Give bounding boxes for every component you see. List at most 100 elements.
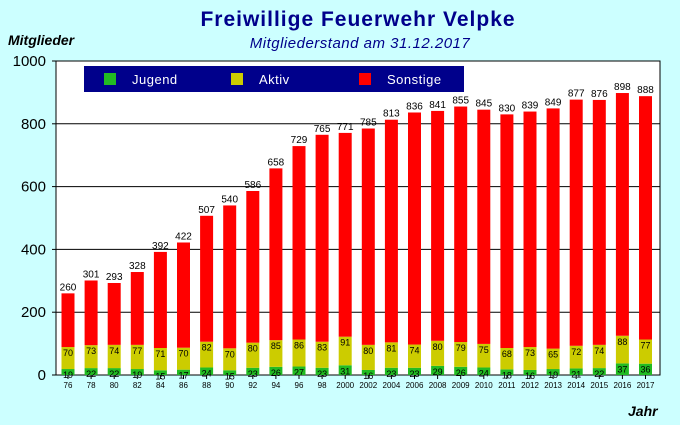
total-label: 260 bbox=[60, 282, 77, 293]
segment-label-jugend: 22 bbox=[109, 369, 119, 379]
total-label: 845 bbox=[475, 99, 492, 110]
x-tick-label: 2009 bbox=[452, 381, 470, 390]
segment-label-aktiv: 80 bbox=[363, 346, 373, 356]
y-tick-label: 200 bbox=[21, 304, 46, 321]
segment-label-jugend: 29 bbox=[433, 367, 443, 377]
x-tick-label: 2014 bbox=[567, 381, 585, 390]
x-tick-label: 80 bbox=[110, 381, 119, 390]
bar-segment-aktiv bbox=[500, 347, 514, 370]
y-tick-label: 400 bbox=[21, 241, 46, 258]
bar-segment-aktiv bbox=[61, 347, 75, 370]
x-tick-label: 96 bbox=[295, 381, 304, 390]
total-label: 836 bbox=[406, 101, 423, 112]
chart-title: Freiwillige Feuerwehr Velpke bbox=[200, 8, 515, 31]
bar-segment-jugend bbox=[200, 367, 214, 375]
bars: 1970260227330122742931977328157139217704… bbox=[60, 82, 655, 381]
bar-segment-sonstige bbox=[546, 108, 560, 349]
bar-group: 27 86 729 bbox=[291, 135, 308, 377]
bar-segment-sonstige bbox=[431, 110, 445, 341]
bar-segment-aktiv bbox=[408, 344, 421, 368]
x-tick-label: 90 bbox=[225, 381, 234, 390]
segment-label-aktiv: 73 bbox=[86, 346, 96, 356]
x-tick-label: 2002 bbox=[359, 381, 377, 390]
bar-segment-sonstige bbox=[107, 282, 121, 345]
x-tick-label: 2004 bbox=[383, 381, 401, 390]
bar-segment-aktiv bbox=[200, 341, 214, 368]
bar-segment-jugend bbox=[523, 369, 537, 375]
x-tick-label: 98 bbox=[318, 381, 327, 390]
legend-label-aktiv: Aktiv bbox=[259, 72, 290, 87]
bar-group: 36 77 888 bbox=[637, 85, 654, 375]
bar-segment-sonstige bbox=[408, 112, 421, 345]
x-tick-label: 94 bbox=[271, 381, 280, 390]
bar-segment-sonstige bbox=[384, 119, 398, 343]
y-tick-label: 0 bbox=[38, 367, 46, 384]
segment-label-jugend: 26 bbox=[271, 368, 281, 378]
segment-label-aktiv: 68 bbox=[502, 349, 512, 359]
bar-segment-aktiv bbox=[338, 336, 352, 366]
bar-segment-jugend bbox=[384, 367, 398, 375]
total-label: 888 bbox=[637, 85, 654, 96]
total-label: 876 bbox=[591, 89, 608, 100]
bar-segment-aktiv bbox=[269, 340, 283, 367]
bar-segment-jugend bbox=[338, 365, 352, 375]
bar-segment-aktiv bbox=[639, 339, 652, 364]
bar-segment-sonstige bbox=[477, 109, 491, 344]
bar-group: 31 91 771 bbox=[337, 122, 354, 376]
segment-label-jugend: 26 bbox=[456, 368, 466, 378]
segment-label-aktiv: 88 bbox=[617, 337, 627, 347]
bar-segment-jugend bbox=[107, 368, 121, 375]
total-label: 328 bbox=[129, 261, 146, 272]
bar-segment-sonstige bbox=[338, 132, 352, 337]
bar-segment-aktiv bbox=[384, 342, 398, 368]
bar-segment-jugend bbox=[500, 369, 514, 375]
bar-segment-aktiv bbox=[477, 343, 491, 368]
y-tick-label: 600 bbox=[21, 179, 46, 196]
bar-segment-jugend bbox=[408, 367, 421, 375]
bar-segment-sonstige bbox=[292, 146, 306, 340]
total-label: 293 bbox=[106, 272, 123, 283]
x-tick-label: 2012 bbox=[521, 381, 539, 390]
segment-label-aktiv: 77 bbox=[132, 346, 142, 356]
x-tick-label: 2008 bbox=[429, 381, 447, 390]
total-label: 507 bbox=[198, 205, 215, 216]
segment-label-jugend: 23 bbox=[409, 369, 419, 379]
total-label: 392 bbox=[152, 241, 169, 252]
bar-segment-jugend bbox=[246, 367, 260, 375]
segment-label-jugend: 23 bbox=[317, 369, 327, 379]
segment-label-aktiv: 70 bbox=[225, 349, 235, 359]
total-label: 301 bbox=[83, 269, 100, 280]
segment-label-aktiv: 81 bbox=[386, 343, 396, 353]
bar-segment-aktiv bbox=[454, 342, 468, 367]
bar-segment-sonstige bbox=[454, 106, 468, 343]
y-tick-label: 800 bbox=[21, 116, 46, 133]
total-label: 765 bbox=[314, 124, 331, 135]
bar-segment-sonstige bbox=[223, 205, 237, 349]
segment-label-aktiv: 74 bbox=[594, 346, 604, 356]
x-tick-label: 86 bbox=[179, 381, 188, 390]
y-tick-label: 1000 bbox=[13, 53, 46, 70]
bar-segment-aktiv bbox=[315, 341, 329, 368]
bar-group: 22 74 876 bbox=[591, 89, 608, 379]
bar-group: 26 85 658 bbox=[268, 157, 285, 377]
total-label: 877 bbox=[568, 89, 585, 100]
total-label: 841 bbox=[429, 100, 446, 111]
bar-segment-sonstige bbox=[269, 168, 283, 341]
x-tick-label: 2010 bbox=[475, 381, 493, 390]
bar-segment-aktiv bbox=[361, 344, 375, 370]
legend-box bbox=[84, 66, 464, 92]
bar-segment-aktiv bbox=[523, 347, 537, 370]
total-label: 771 bbox=[337, 122, 354, 133]
total-label: 839 bbox=[522, 101, 539, 112]
total-label: 422 bbox=[175, 231, 192, 242]
bar-segment-sonstige bbox=[177, 242, 190, 348]
bar-segment-aktiv bbox=[246, 342, 260, 368]
segment-label-aktiv: 77 bbox=[640, 341, 650, 351]
bar-segment-jugend bbox=[130, 369, 144, 375]
bar-segment-jugend bbox=[615, 363, 629, 375]
